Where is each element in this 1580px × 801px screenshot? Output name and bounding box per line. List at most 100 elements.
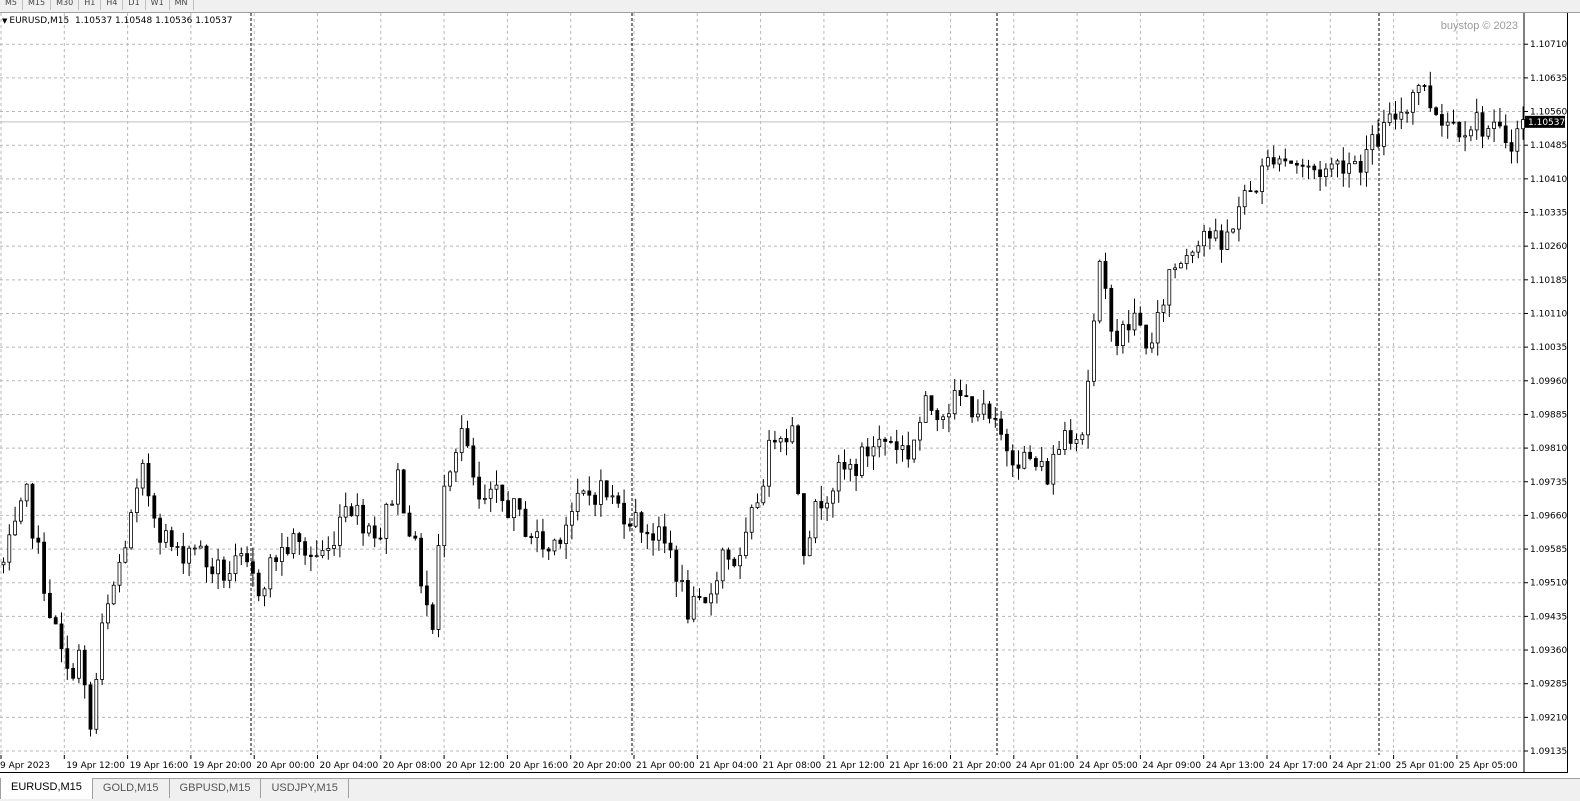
candle-body	[883, 438, 887, 442]
candle-body	[221, 559, 226, 581]
x-tick-label: 20 Apr 04:00	[320, 761, 379, 771]
candle-body	[657, 526, 661, 541]
candle-body	[1387, 113, 1392, 123]
x-tick-label: 25 Apr 01:00	[1396, 761, 1455, 771]
chart-tab-eurusd-m15[interactable]: EURUSD,M15	[0, 778, 93, 799]
y-tick-label: 1.10635	[1530, 74, 1567, 84]
candle-body	[332, 545, 337, 549]
timeframe-button-d1[interactable]: D1	[123, 0, 146, 10]
candle-body	[390, 503, 395, 506]
candle-body	[633, 512, 638, 527]
candle-body	[1492, 121, 1496, 129]
candle-body	[767, 439, 771, 487]
candle-body	[1486, 128, 1491, 137]
candle-body	[790, 425, 795, 443]
candle-body	[796, 425, 800, 495]
x-tick-label: 21 Apr 16:00	[889, 761, 948, 771]
candle-body	[686, 580, 690, 620]
candle-body	[1248, 190, 1253, 193]
candle-body	[691, 595, 696, 620]
current-price-badge	[1525, 115, 1565, 128]
candle-body	[761, 485, 766, 504]
candle-body	[401, 469, 406, 514]
x-tick-label: 20 Apr 20:00	[573, 761, 632, 771]
candle-body	[106, 603, 110, 624]
candle-body	[1457, 121, 1462, 138]
candle-body	[616, 495, 621, 504]
candle-body	[1, 561, 6, 566]
candle-body	[1521, 119, 1525, 130]
candle-body	[355, 504, 360, 517]
candle-body	[564, 524, 568, 544]
candle-body	[1219, 230, 1224, 250]
candle-body	[413, 535, 418, 539]
timeframe-button-m30[interactable]: M30	[51, 0, 80, 10]
candle-body	[552, 539, 557, 552]
y-tick-label: 1.09885	[1530, 410, 1567, 420]
candle-body	[303, 541, 308, 556]
candle-body	[1440, 114, 1444, 126]
candle-body	[77, 649, 81, 679]
candle-body	[715, 580, 719, 595]
candle-body	[146, 462, 151, 497]
candle-body	[100, 622, 104, 680]
candle-body	[233, 555, 238, 574]
candle-body	[1132, 312, 1137, 331]
timeframe-button-mn[interactable]: MN	[170, 0, 194, 10]
candle-body	[929, 395, 934, 411]
candle-body	[1190, 251, 1195, 256]
candle-body	[1010, 450, 1015, 466]
y-tick-label: 1.09735	[1530, 478, 1567, 488]
candle-body	[1271, 157, 1276, 165]
candle-body	[1155, 312, 1160, 344]
candle-body	[738, 555, 742, 567]
candle-body	[1382, 122, 1386, 147]
candle-body	[981, 403, 986, 415]
candle-body	[831, 490, 835, 504]
candle-body	[152, 495, 157, 519]
candle-body	[1422, 85, 1427, 87]
candle-body	[117, 561, 122, 586]
candle-body	[1364, 149, 1369, 173]
candle-body	[366, 525, 371, 534]
candle-body	[860, 446, 864, 476]
candle-body	[535, 531, 539, 539]
timeframe-button-w1[interactable]: W1	[146, 0, 170, 10]
collapse-triangle-icon[interactable]: ▼	[2, 17, 8, 25]
candle-body	[1202, 230, 1206, 247]
candle-body	[546, 548, 551, 552]
y-tick-label: 1.09360	[1530, 646, 1567, 656]
y-tick-label: 1.09435	[1530, 612, 1567, 622]
candle-body	[1445, 121, 1450, 126]
candle-body	[1295, 162, 1299, 166]
chart-tab-gold-m15[interactable]: GOLD,M15	[93, 779, 170, 798]
candle-body	[1173, 267, 1177, 270]
candle-body	[732, 558, 737, 567]
candle-body	[430, 604, 435, 630]
candle-body	[227, 573, 232, 581]
candle-body	[918, 422, 922, 441]
timeframe-button-h4[interactable]: H4	[101, 0, 124, 10]
chart-tab-usdjpy-m15[interactable]: USDJPY,M15	[261, 779, 349, 798]
timeframe-button-h1[interactable]: H1	[79, 0, 102, 10]
candle-body	[1318, 169, 1322, 178]
candle-body	[169, 530, 174, 547]
chart-info-line: ▼ EURUSD,M15 1.10537 1.10548 1.10536 1.10…	[2, 16, 232, 26]
candle-body	[1196, 245, 1201, 253]
x-tick-label: 24 Apr 21:00	[1332, 761, 1391, 771]
candle-body	[912, 439, 916, 460]
candle-body	[192, 547, 197, 550]
candle-body	[1376, 134, 1380, 147]
candle-body	[308, 554, 313, 557]
candle-body	[570, 511, 574, 526]
candle-body	[1074, 439, 1079, 444]
candle-body	[372, 525, 377, 539]
candlestick-chart[interactable]: 1.10710 1.10635 1.10560 1.10485 1.10410 1.103…	[0, 13, 1568, 773]
candle-body	[216, 559, 221, 575]
chart-tab-gbpusd-m15[interactable]: GBPUSD,M15	[170, 779, 262, 798]
chart-area[interactable]: 1.10710 1.10635 1.10560 1.10485 1.10410 1.103…	[0, 13, 1568, 773]
timeframe-button-m15[interactable]: M15	[23, 0, 52, 10]
timeframe-button-m5[interactable]: M5	[0, 0, 23, 10]
candle-body	[1144, 324, 1148, 349]
x-tick-label: 19 Apr 12:00	[66, 761, 125, 771]
